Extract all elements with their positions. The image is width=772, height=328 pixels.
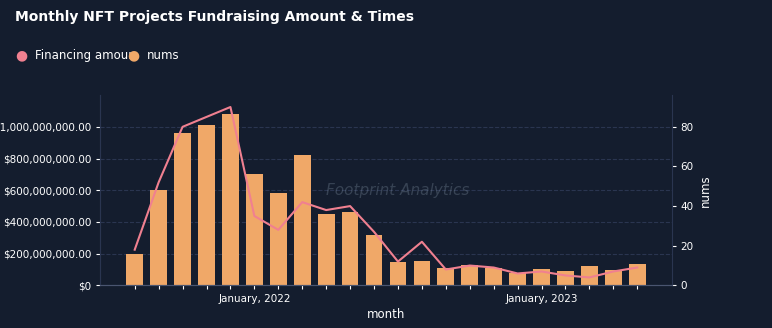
Bar	[414, 261, 430, 285]
Bar	[342, 213, 358, 285]
Bar	[438, 268, 454, 285]
Bar	[462, 265, 478, 285]
Text: ●: ●	[15, 49, 28, 63]
Bar	[533, 269, 550, 285]
Bar	[390, 262, 406, 285]
Text: Footprint Analytics: Footprint Analytics	[326, 183, 469, 198]
Bar	[581, 266, 598, 285]
Bar	[222, 114, 239, 285]
Text: Monthly NFT Projects Fundraising Amount & Times: Monthly NFT Projects Fundraising Amount …	[15, 10, 415, 24]
Bar	[605, 270, 621, 285]
Y-axis label: nums: nums	[699, 174, 713, 207]
Bar	[629, 264, 645, 285]
Text: ●: ●	[127, 49, 140, 63]
Bar	[174, 133, 191, 285]
Bar	[246, 174, 262, 285]
Bar	[318, 214, 334, 285]
Bar	[127, 254, 143, 285]
Bar	[557, 271, 574, 285]
Bar	[486, 268, 502, 285]
Text: nums: nums	[147, 49, 179, 62]
Bar	[510, 273, 526, 285]
Text: Financing amoun: Financing amoun	[35, 49, 136, 62]
Bar	[294, 155, 310, 285]
Bar	[366, 235, 382, 285]
Bar	[198, 125, 215, 285]
Text: month: month	[367, 308, 405, 321]
Bar	[270, 194, 286, 285]
Bar	[151, 190, 167, 285]
